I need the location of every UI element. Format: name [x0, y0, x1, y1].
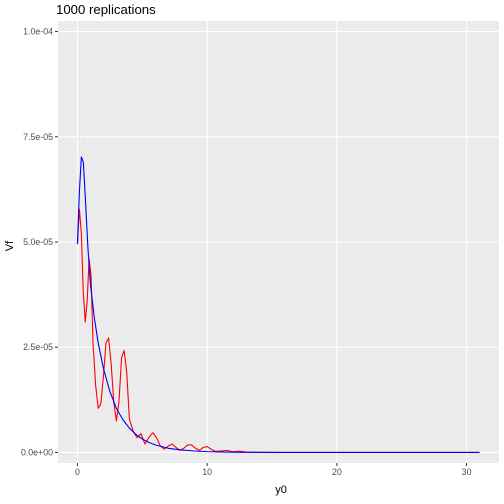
x-tick-label: 30: [462, 467, 472, 477]
series-line-0: [76, 37, 91, 285]
x-axis-title: y0: [275, 484, 287, 496]
y-tick-label: 1.0e-04: [23, 27, 53, 37]
x-tick-label: 20: [332, 467, 342, 477]
y-tick-label: 5.0e-05: [23, 237, 53, 247]
x-tick-label: 10: [202, 467, 212, 477]
series-line-2: [76, 156, 480, 454]
y-tick-label: 2.5e-05: [23, 342, 53, 352]
y-axis-title: Vf: [4, 240, 16, 252]
y-tick-label: 0.0e+00: [21, 447, 53, 457]
series-line-1: [76, 208, 480, 454]
y-tick-label: 7.5e-05: [23, 132, 53, 142]
chart-title: 1000 replications: [56, 2, 156, 17]
x-tick-label: 0: [75, 467, 80, 477]
